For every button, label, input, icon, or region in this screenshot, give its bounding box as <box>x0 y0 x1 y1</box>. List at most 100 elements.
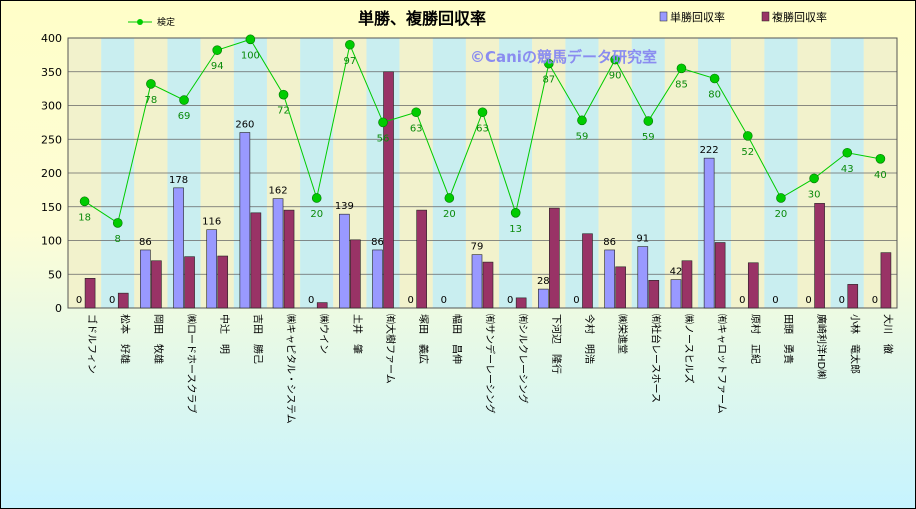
x-category-label: ㈱ウイン <box>318 314 330 354</box>
point-kentei-label: 59 <box>642 132 655 143</box>
point-kentei <box>311 193 322 203</box>
y-tick-label: 0 <box>55 302 62 315</box>
bar-tansho-label: 91 <box>636 234 649 245</box>
bar-fukusho <box>714 242 726 309</box>
bar-tansho-label: 0 <box>573 295 579 306</box>
point-kentei <box>510 208 521 218</box>
x-category-label: 吉田 勝己 <box>251 314 264 364</box>
bar-tansho <box>206 229 218 309</box>
x-category-label: ㈱ロードホースクラブ <box>185 314 198 414</box>
x-category-label: 小林 竜太郎 <box>848 314 861 374</box>
bar-fukusho <box>84 277 96 309</box>
point-kentei-label: 72 <box>277 106 290 117</box>
bar-tansho-label: 0 <box>739 295 745 306</box>
bar-tansho-label: 86 <box>603 237 616 248</box>
bar-fukusho <box>416 209 427 309</box>
point-kentei <box>809 173 819 184</box>
bar-tansho <box>173 187 184 309</box>
point-kentei-label: 69 <box>178 111 191 122</box>
x-category-label: ㈲キャロットファーム <box>716 314 728 414</box>
legend-label-kentei: 検定 <box>157 16 175 28</box>
bar-tansho <box>670 279 682 309</box>
point-kentei <box>577 115 587 126</box>
x-category-label: ㈲社台レースホース <box>649 314 662 403</box>
bar-fukusho <box>217 255 229 309</box>
bar-fukusho <box>582 233 593 309</box>
x-category-label: 松本 好雄 <box>119 314 132 364</box>
bar-fukusho <box>814 203 825 309</box>
point-kentei <box>112 218 123 228</box>
point-kentei <box>444 193 455 203</box>
point-kentei-label: 87 <box>542 75 555 86</box>
point-kentei <box>643 116 654 126</box>
point-kentei-label: 56 <box>377 133 390 144</box>
legend-label-fukusho: 複勝回収率 <box>772 10 827 24</box>
point-kentei <box>179 95 189 105</box>
point-kentei-label: 85 <box>675 79 688 90</box>
legend-swatch-fukusho <box>761 11 770 22</box>
bar-tansho-label: 139 <box>335 201 354 212</box>
point-kentei-label: 94 <box>211 61 224 72</box>
x-category-label: 大川 徹 <box>881 314 894 354</box>
bar-tansho-label: 0 <box>308 295 314 306</box>
point-kentei <box>212 45 223 55</box>
point-kentei-label: 40 <box>874 170 887 181</box>
point-kentei-label: 20 <box>775 209 788 220</box>
bar-tansho-label: 260 <box>235 120 254 131</box>
bar-fukusho <box>615 266 626 309</box>
point-kentei <box>79 196 90 207</box>
x-category-label: ㈱栄進堂 <box>616 314 628 354</box>
bar-fukusho <box>549 207 560 309</box>
x-category-label: 原村 正紀 <box>749 314 762 364</box>
bar-tansho-label: 222 <box>700 145 719 156</box>
y-tick-label: 200 <box>41 167 62 180</box>
y-tick-label: 250 <box>41 133 62 146</box>
x-category-label: ゴドルフィン <box>86 314 99 374</box>
y-tick-label: 100 <box>41 235 62 248</box>
bar-fukusho <box>151 260 162 309</box>
bar-tansho <box>538 288 549 309</box>
point-kentei-label: 13 <box>509 224 522 235</box>
point-kentei <box>709 73 720 84</box>
point-kentei-label: 20 <box>443 209 456 220</box>
bar-fukusho <box>184 256 195 309</box>
bar-fukusho <box>648 280 660 309</box>
bar-tansho-label: 162 <box>268 186 287 197</box>
point-kentei-label: 30 <box>808 189 821 200</box>
point-kentei <box>411 107 421 118</box>
point-kentei-label: 63 <box>410 123 423 134</box>
bar-tansho <box>372 249 383 309</box>
x-category-label: 田頭 勇貴 <box>782 314 795 364</box>
legend-swatch-tansho <box>659 11 668 22</box>
bar-fukusho <box>747 262 759 309</box>
y-tick-label: 300 <box>41 100 62 113</box>
bar-fukusho <box>515 297 527 309</box>
bar-tansho <box>272 198 284 309</box>
x-category-label: 廣崎利洋HD㈱ <box>815 314 828 379</box>
bar-tansho-label: 0 <box>109 295 115 306</box>
point-kentei-label: 100 <box>241 50 260 61</box>
bar-fukusho <box>117 292 129 309</box>
bar-tansho <box>339 213 350 309</box>
point-kentei-label: 59 <box>576 131 589 142</box>
bar-tansho <box>604 249 615 309</box>
bar-tansho-label: 42 <box>670 267 683 278</box>
bar-tansho-label: 0 <box>76 295 82 306</box>
x-category-label: ㈲サンデーレーシング <box>484 314 497 414</box>
bar-tansho <box>637 246 649 309</box>
point-kentei-label: 97 <box>343 56 356 67</box>
bar-fukusho <box>383 71 394 309</box>
bar-fukusho <box>880 252 892 309</box>
bar-fukusho <box>250 212 262 309</box>
point-kentei <box>842 147 853 158</box>
point-kentei-label: 90 <box>609 71 622 82</box>
x-category-label: ㈱キャピタル・システム <box>285 314 297 424</box>
legend-line-marker <box>137 19 143 25</box>
bar-tansho <box>471 254 483 309</box>
x-category-label: 今村 明浩 <box>583 314 596 364</box>
bar-fukusho <box>482 261 494 309</box>
bar-tansho-label: 0 <box>407 295 413 306</box>
y-tick-label: 150 <box>41 201 62 214</box>
bar-tansho <box>703 157 715 309</box>
